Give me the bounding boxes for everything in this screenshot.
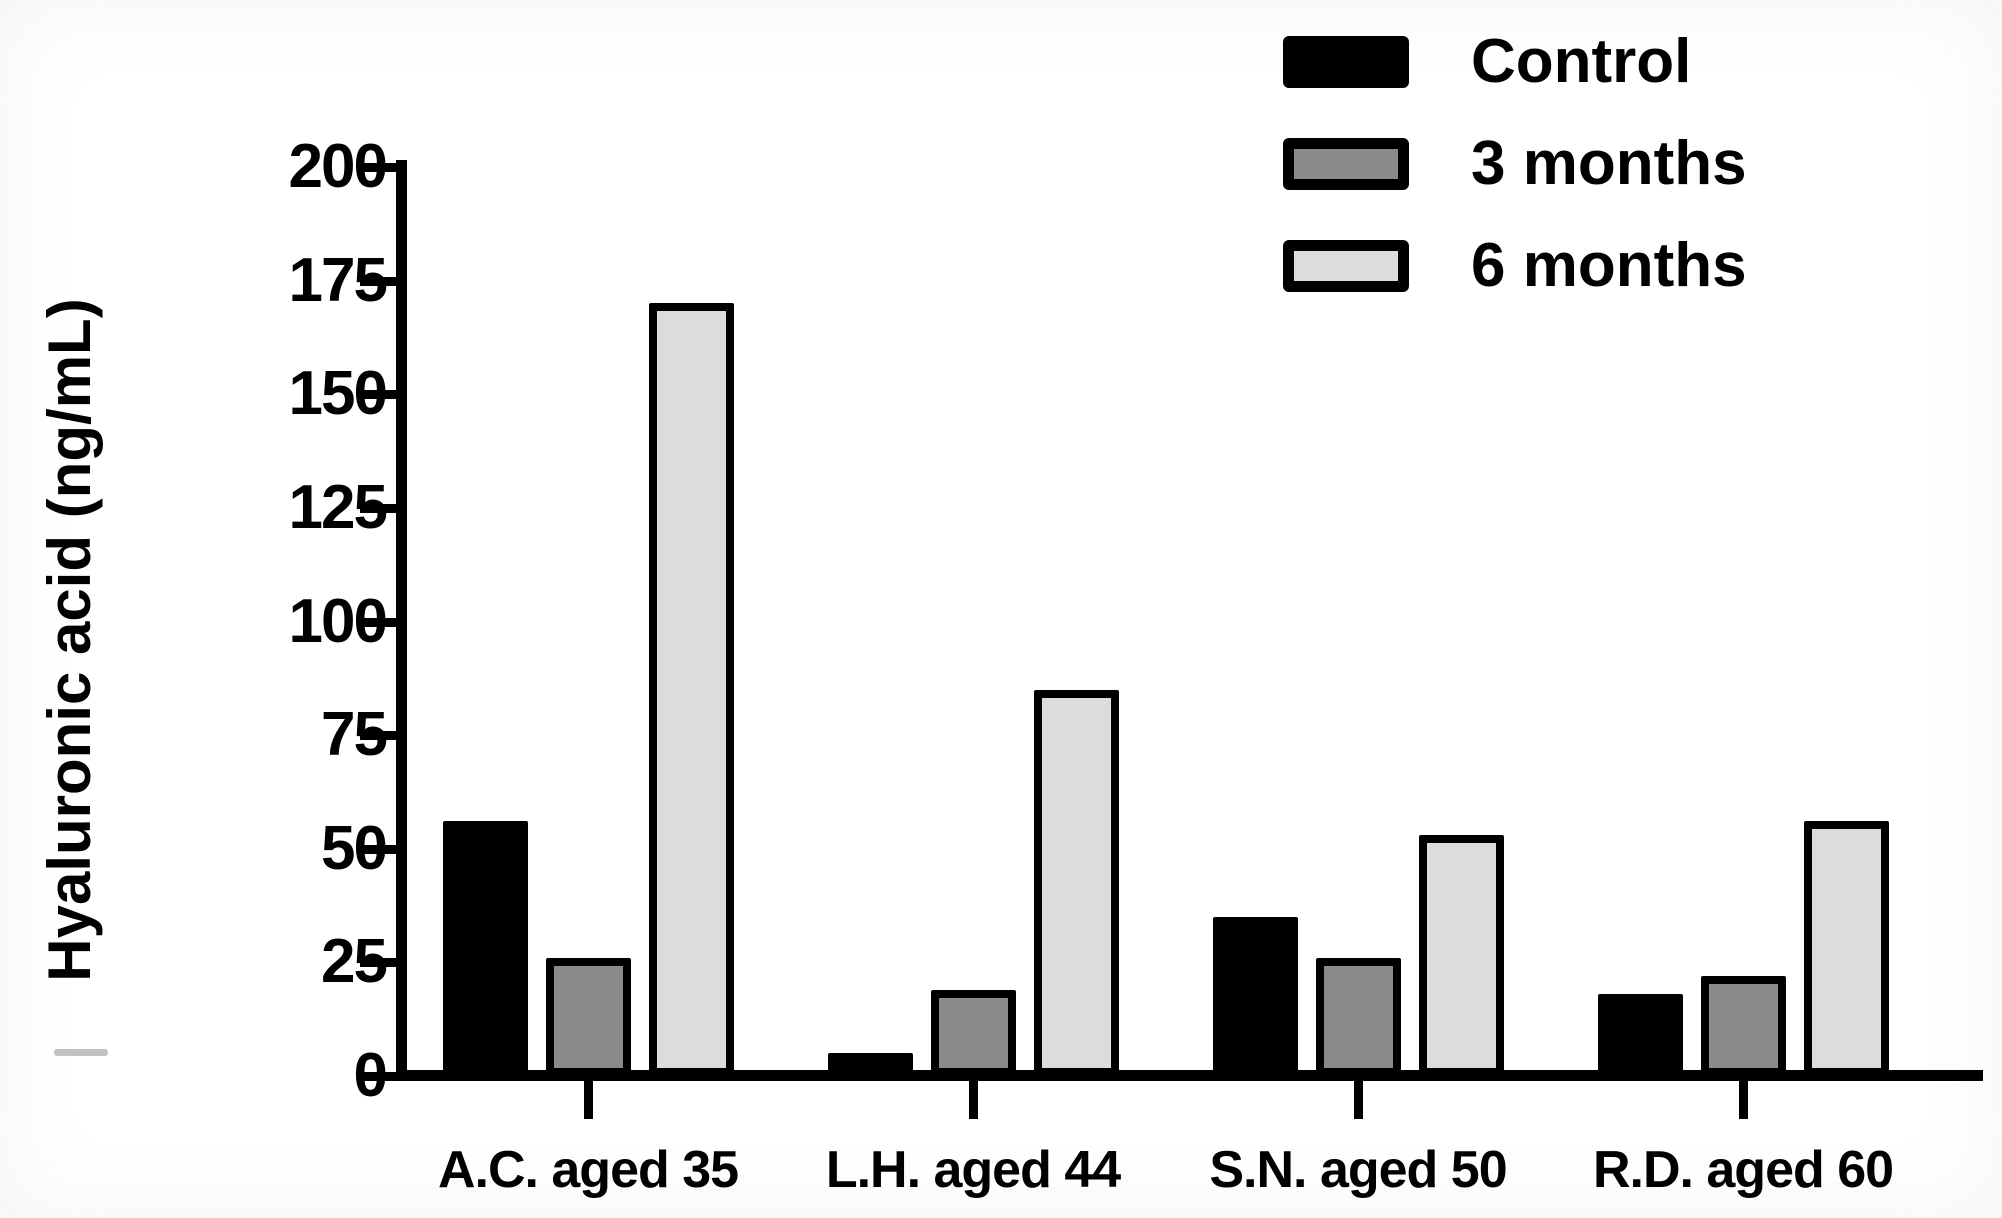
y-tick-label: 125: [288, 472, 388, 542]
bar-control-a-c-aged-35: [442, 821, 528, 1076]
legend: Control 3 months 6 months: [1283, 27, 1747, 300]
legend-label-3-months: 3 months: [1471, 129, 1747, 198]
edge-artifact-mark: [54, 1049, 108, 1056]
bar-3-months-r-d-aged-60: [1700, 976, 1786, 1076]
bar-3-months-l-h-aged-44: [930, 990, 1016, 1076]
bar-control-r-d-aged-60: [1597, 994, 1683, 1076]
y-tick: [360, 844, 396, 854]
legend-swatch-6-months: [1283, 240, 1409, 292]
x-tick: [584, 1081, 593, 1119]
y-tick-label: 75: [321, 700, 388, 770]
bar-6-months-a-c-aged-35: [648, 303, 734, 1076]
legend-label-control: Control: [1471, 27, 1692, 96]
y-tick: [360, 276, 396, 286]
bar-6-months-l-h-aged-44: [1033, 690, 1119, 1076]
y-axis-line: [396, 160, 407, 1081]
x-tick: [969, 1081, 978, 1119]
y-tick: [360, 958, 396, 968]
y-axis-title: Hyaluronic acid (ng/mL): [36, 298, 103, 982]
bar-3-months-s-n-aged-50: [1315, 958, 1401, 1076]
legend-swatch-control: [1283, 36, 1409, 88]
legend-label-6-months: 6 months: [1471, 231, 1747, 300]
y-tick: [360, 1072, 396, 1081]
bar-control-s-n-aged-50: [1212, 917, 1298, 1076]
y-tick-label: 175: [288, 245, 388, 315]
bar-control-l-h-aged-44: [827, 1053, 913, 1076]
x-tick: [1739, 1081, 1748, 1119]
x-category-label: A.C. aged 35: [437, 1141, 739, 1199]
y-tick: [360, 731, 396, 741]
y-tick: [360, 390, 396, 400]
x-axis-line: [396, 1070, 1983, 1081]
y-tick-label: 0: [353, 1041, 388, 1110]
legend-item-6-months: 6 months: [1283, 231, 1747, 300]
y-tick-label: 200: [288, 132, 388, 201]
bar-3-months-a-c-aged-35: [545, 958, 631, 1076]
y-tick: [360, 617, 396, 627]
y-tick-label: 50: [321, 813, 388, 883]
x-tick: [1354, 1081, 1363, 1119]
x-category-label: R.D. aged 60: [1592, 1141, 1894, 1199]
x-category-label: L.H. aged 44: [825, 1141, 1121, 1199]
y-tick-label: 100: [288, 586, 388, 656]
legend-item-control: Control: [1283, 27, 1747, 96]
y-tick: [360, 163, 396, 172]
bar-6-months-r-d-aged-60: [1803, 821, 1889, 1076]
y-tick-label: 25: [321, 927, 388, 997]
bar-6-months-s-n-aged-50: [1418, 835, 1504, 1076]
y-tick-label: 150: [288, 359, 388, 429]
y-tick: [360, 503, 396, 513]
x-category-label: S.N. aged 50: [1209, 1141, 1507, 1199]
legend-swatch-3-months: [1283, 138, 1409, 190]
legend-item-3-months: 3 months: [1283, 129, 1747, 198]
